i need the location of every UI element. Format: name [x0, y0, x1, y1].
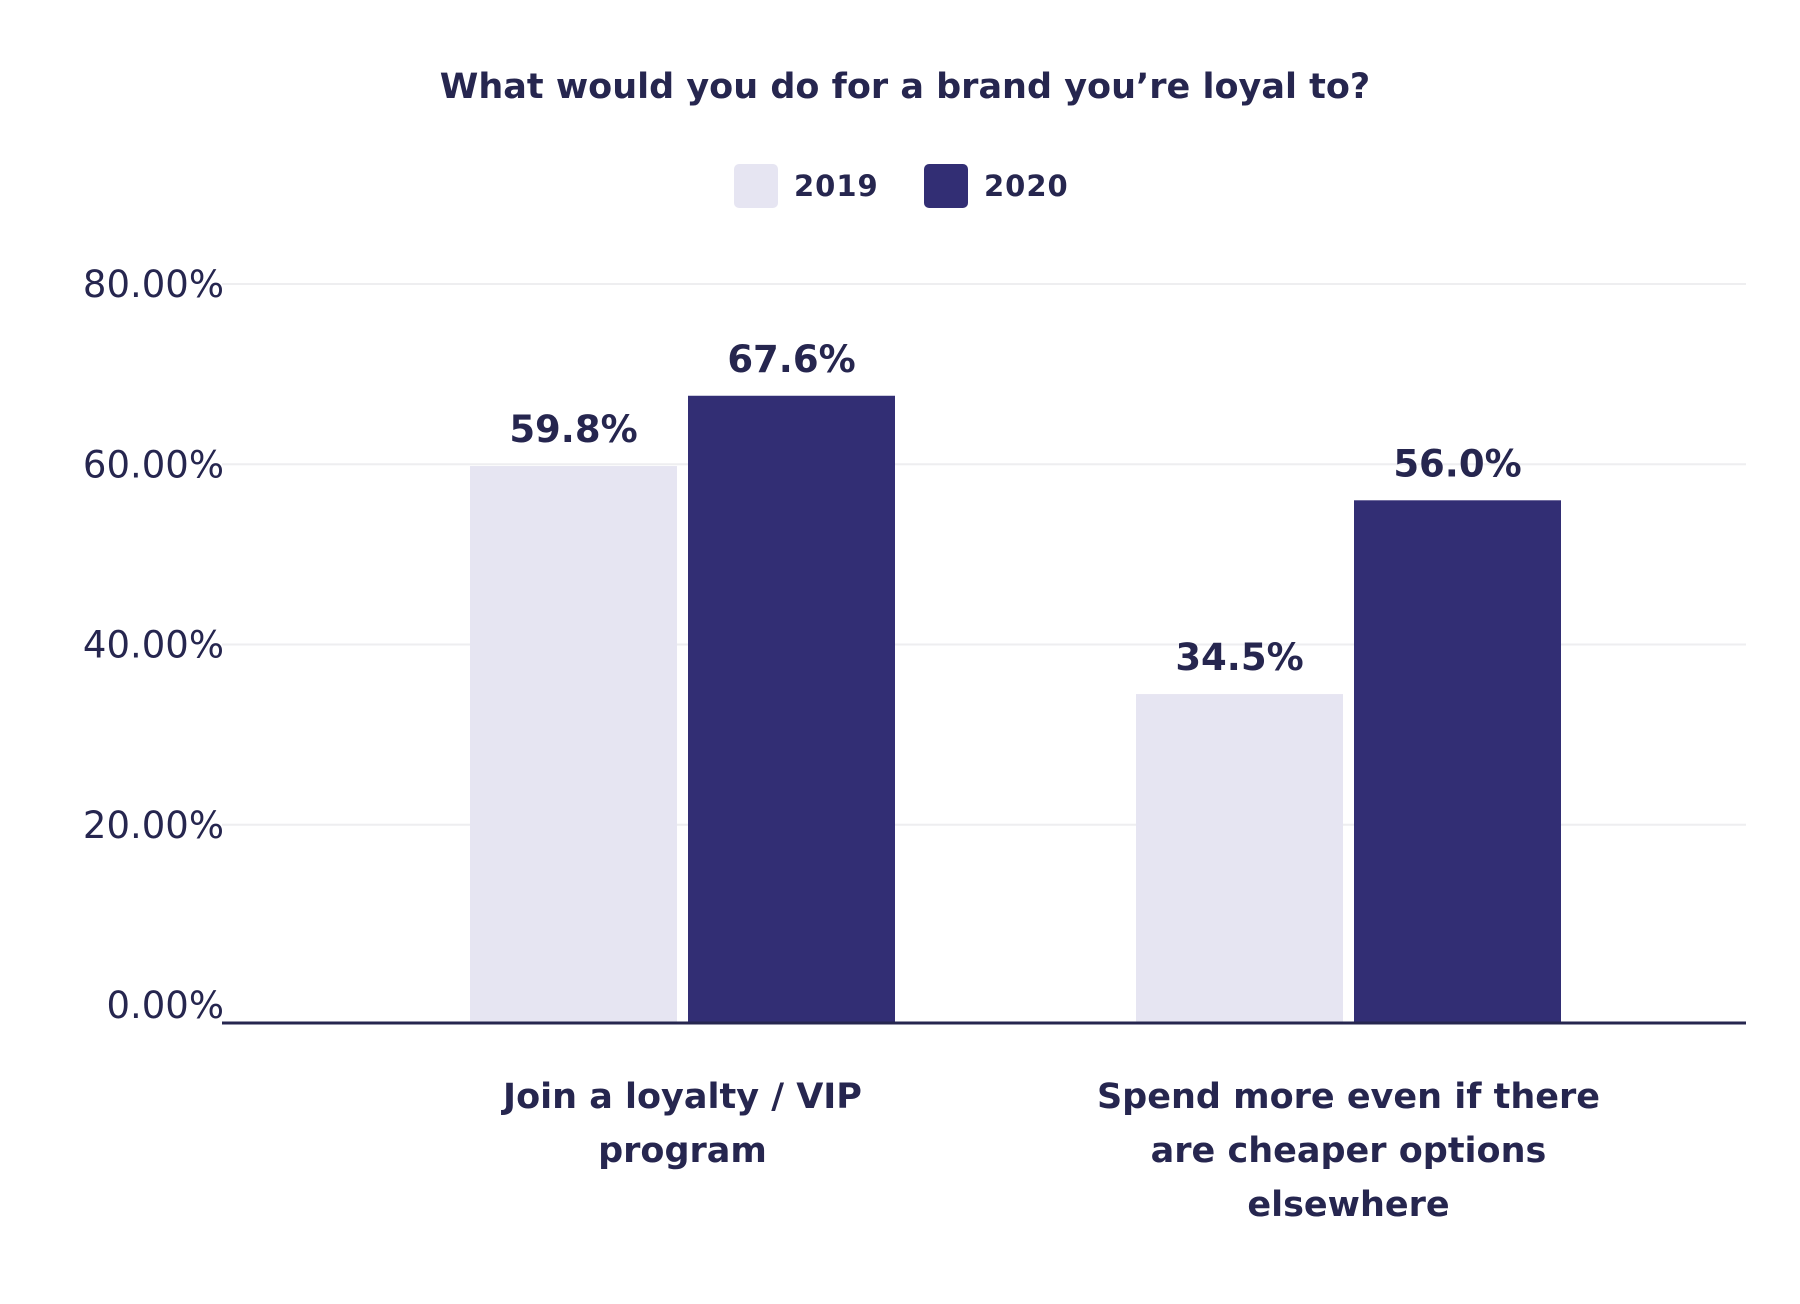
bar-2019-0: [470, 466, 677, 1022]
legend-swatch-2019: [734, 164, 778, 208]
category-label: Spend more even if there: [1097, 1077, 1600, 1117]
data-label: 56.0%: [1393, 442, 1521, 485]
y-tick-label: 60.00%: [83, 443, 224, 486]
category-label: Join a loyalty / VIP: [501, 1077, 862, 1117]
chart-title: What would you do for a brand you’re loy…: [440, 67, 1370, 107]
y-tick-label: 0.00%: [106, 984, 224, 1027]
legend: 2019 2020: [734, 164, 1069, 208]
y-tick-label: 80.00%: [83, 263, 224, 306]
legend-swatch-2020: [924, 164, 968, 208]
y-tick-label: 40.00%: [83, 624, 224, 667]
category-labels: Join a loyalty / VIP program Spend more ev…: [501, 1077, 1600, 1225]
data-label: 67.6%: [727, 338, 855, 381]
legend-label-2020: 2020: [984, 169, 1069, 203]
bar-2019-1: [1136, 694, 1343, 1022]
data-labels: 59.8% 67.6% 34.5% 56.0%: [509, 338, 1521, 679]
data-label: 34.5%: [1175, 636, 1303, 679]
category-label: elsewhere: [1247, 1185, 1449, 1225]
legend-label-2019: 2019: [794, 169, 879, 203]
category-label: are cheaper options: [1151, 1131, 1547, 1171]
data-label: 59.8%: [509, 408, 637, 451]
bar-2020-0: [688, 395, 895, 1022]
y-axis-ticks: 0.00% 20.00% 40.00% 60.00% 80.00%: [83, 263, 224, 1027]
bars: [470, 395, 1561, 1022]
category-label: program: [598, 1131, 767, 1171]
bar-2020-1: [1354, 500, 1561, 1022]
y-tick-label: 20.00%: [83, 804, 224, 847]
